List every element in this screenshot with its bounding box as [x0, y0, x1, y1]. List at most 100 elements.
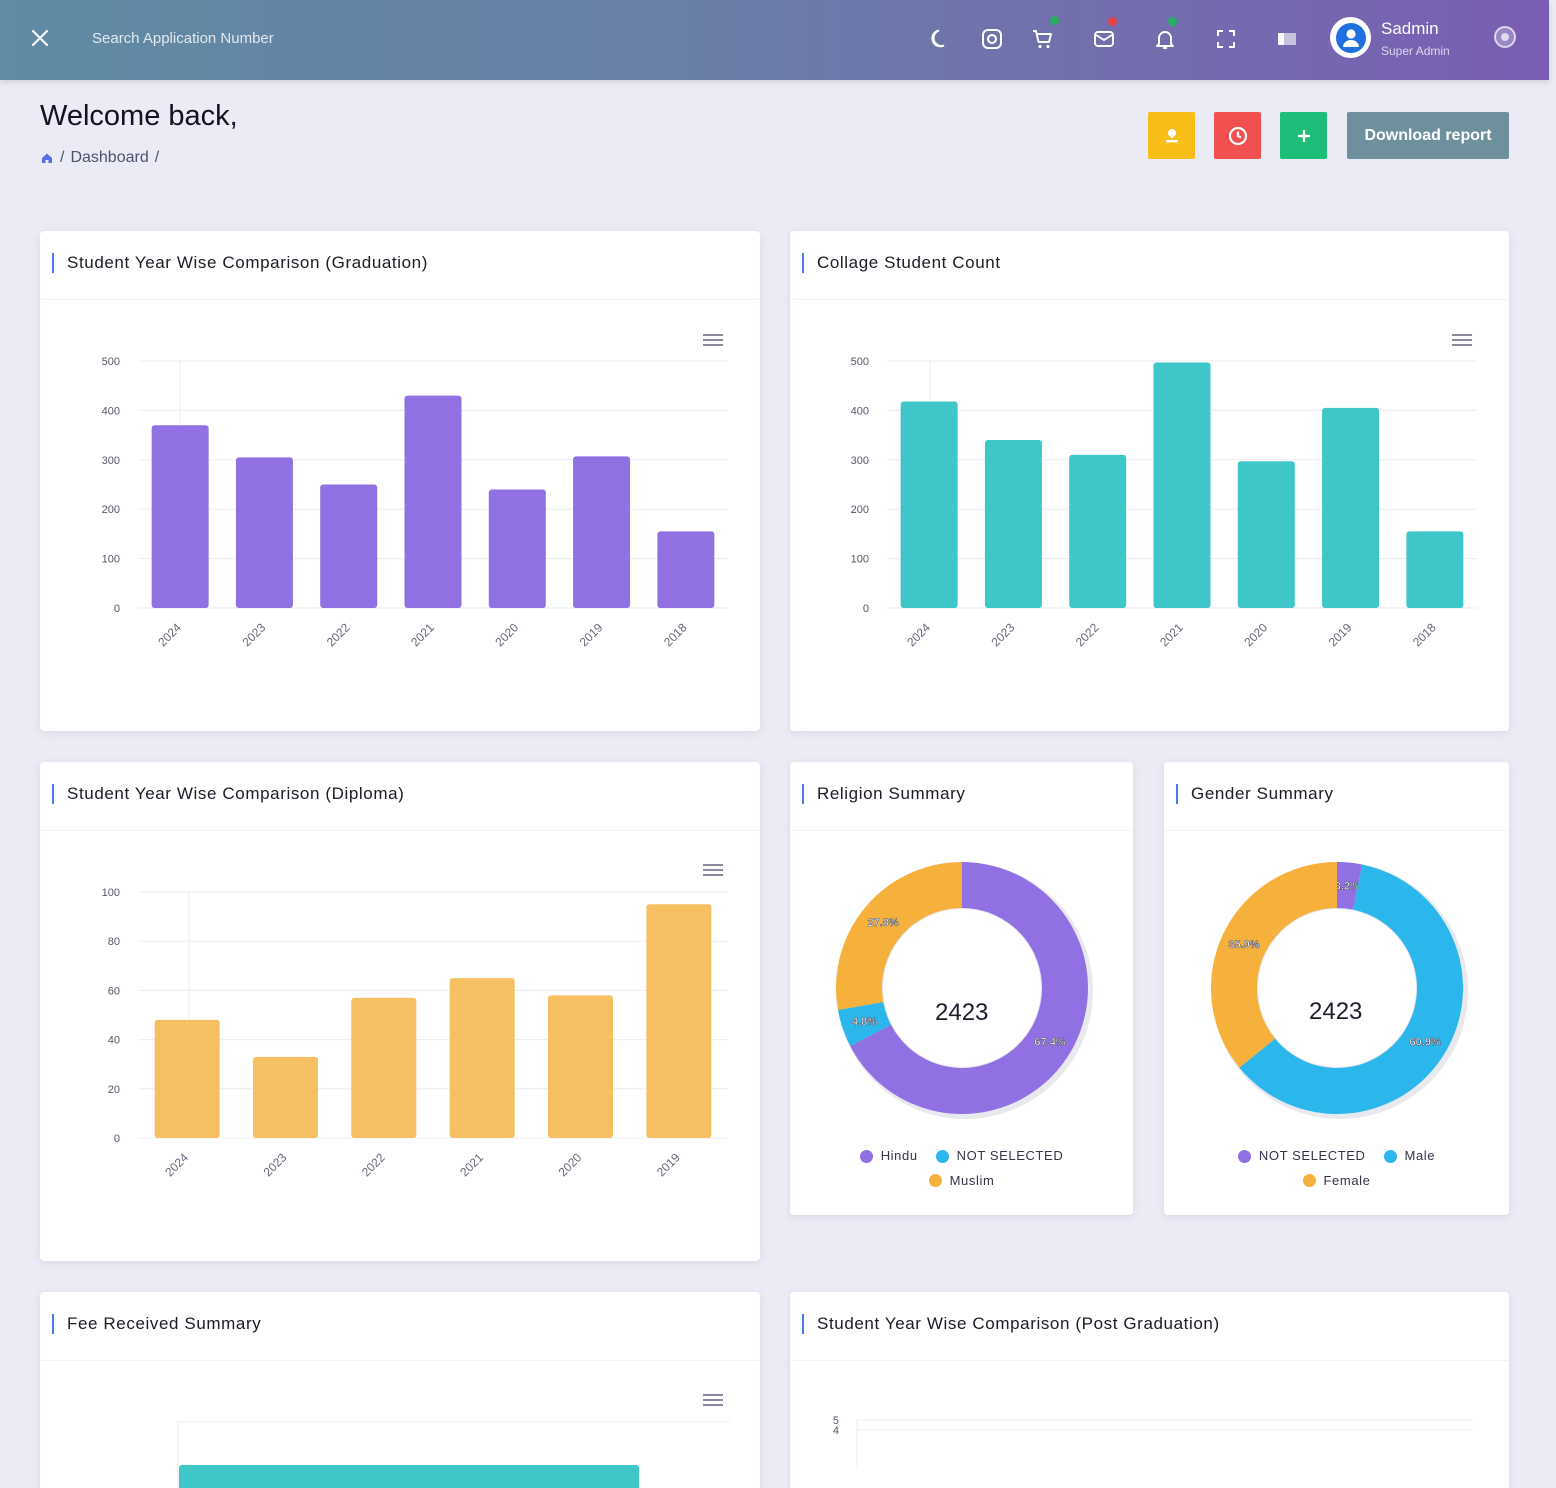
legend-dot — [1237, 1149, 1251, 1163]
legend-item[interactable]: Muslim — [928, 1170, 995, 1192]
legend-label: Female — [1323, 1172, 1371, 1188]
bar — [253, 1056, 318, 1138]
card-title: Gender Summary — [1176, 784, 1334, 804]
breadcrumb: / Dashboard / — [40, 149, 159, 167]
chart-menu-icon[interactable] — [1452, 334, 1472, 348]
bar — [646, 904, 712, 1138]
divider — [40, 1360, 760, 1361]
slice-label: 35.9% — [1228, 939, 1259, 951]
x-tick-label: 2020 — [492, 620, 521, 649]
y-tick-label: 0 — [863, 603, 869, 615]
divider — [40, 299, 760, 300]
upload-button[interactable] — [1148, 112, 1195, 159]
clock-button[interactable] — [1214, 112, 1261, 159]
download-report-button[interactable]: Download report — [1347, 112, 1509, 159]
y-tick-label: 300 — [102, 455, 120, 467]
bar — [154, 1019, 220, 1138]
y-tick-label: 40 — [108, 1035, 120, 1047]
cart-icon[interactable] — [1026, 16, 1060, 56]
bar — [488, 489, 546, 608]
divider — [40, 830, 760, 831]
add-button[interactable] — [1280, 112, 1327, 159]
legend-dot — [928, 1174, 942, 1187]
sidebar-toggle-icon[interactable] — [1270, 22, 1304, 56]
bell-icon[interactable] — [1148, 17, 1182, 56]
donut-slice — [850, 862, 1088, 1114]
bell-badge — [1168, 17, 1177, 26]
x-tick-label: 2023 — [261, 1150, 290, 1179]
religion-chart-card: Religion Summary 67.4% 4.8% 27.8% 2423 Hin… — [790, 762, 1133, 1215]
slice-label: 67.4% — [1034, 1037, 1065, 1049]
donut-slice — [1337, 862, 1363, 910]
y-tick-label: 300 — [851, 455, 869, 467]
x-tick-label: 2024 — [162, 1150, 191, 1179]
y-tick-label: 400 — [851, 405, 869, 417]
user-role: Super Admin — [1381, 44, 1450, 58]
x-tick-label: 2020 — [556, 1150, 585, 1179]
gender-donut-chart: 3.2% 60.9% 35.9% — [1211, 862, 1468, 1119]
college-chart-card: Collage Student Count 0 100 200 300 400 500 20… — [790, 231, 1509, 731]
mail-icon[interactable] — [1087, 17, 1121, 56]
x-tick-label: 2024 — [155, 620, 184, 649]
top-header: Sadmin Super Admin — [0, 0, 1549, 80]
bar — [351, 997, 417, 1138]
breadcrumb-dashboard[interactable]: Dashboard — [70, 149, 149, 166]
religion-total: 2423 — [935, 999, 989, 1026]
legend-item[interactable]: NOT SELECTED — [1237, 1145, 1366, 1167]
search-input[interactable] — [92, 22, 422, 54]
close-icon[interactable] — [24, 22, 56, 54]
plus-icon — [1297, 129, 1310, 142]
avatar[interactable] — [1330, 17, 1371, 58]
bar — [320, 484, 378, 608]
bar — [1406, 531, 1464, 608]
card-title: Fee Received Summary — [52, 1314, 261, 1334]
x-tick-label: 2022 — [324, 620, 353, 649]
y-tick-label: 80 — [108, 936, 120, 948]
card-title: Religion Summary — [802, 784, 965, 804]
chart-menu-icon[interactable] — [703, 1394, 723, 1408]
x-tick-label: 2023 — [240, 620, 269, 649]
legend-label: NOT SELECTED — [956, 1148, 1064, 1163]
chart-menu-icon[interactable] — [703, 864, 723, 878]
donut-slice — [836, 862, 962, 1011]
x-tick-label: 2020 — [1241, 620, 1270, 649]
camera-icon[interactable] — [975, 22, 1009, 56]
home-icon[interactable] — [40, 151, 54, 165]
donut-hole — [883, 909, 1041, 1067]
gender-legend: NOT SELECTED Male Female — [1164, 1145, 1509, 1194]
moon-icon[interactable] — [923, 22, 957, 56]
chart-menu-icon[interactable] — [703, 334, 723, 348]
legend-label: Male — [1404, 1148, 1436, 1163]
slice-label: 27.8% — [867, 917, 898, 929]
card-title: Collage Student Count — [802, 253, 1001, 273]
legend-item[interactable]: Male — [1383, 1145, 1436, 1167]
x-tick-label: 2021 — [457, 1150, 486, 1179]
postgrad-bar-chart: 45 — [833, 1415, 1473, 1470]
x-tick-label: 2021 — [408, 620, 437, 649]
fee-bar — [179, 1465, 639, 1488]
legend-item[interactable]: Hindu — [859, 1145, 918, 1167]
religion-legend: Hindu NOT SELECTED Muslim — [790, 1145, 1133, 1194]
divider — [790, 830, 1133, 831]
y-tick-label: 500 — [851, 356, 869, 368]
religion-donut-chart: 67.4% 4.8% 27.8% — [836, 862, 1093, 1119]
y-tick-label: 20 — [108, 1084, 120, 1096]
mail-badge — [1108, 17, 1117, 26]
x-tick-label: 2024 — [904, 620, 933, 649]
y-tick-label: 0 — [114, 1133, 120, 1145]
user-name[interactable]: Sadmin — [1381, 19, 1439, 38]
cart-badge — [1050, 16, 1059, 25]
donut-hole — [1258, 909, 1416, 1067]
legend-item[interactable]: NOT SELECTED — [935, 1145, 1064, 1167]
bar — [548, 995, 613, 1138]
fullscreen-icon[interactable] — [1209, 22, 1243, 56]
y-tick-label: 200 — [102, 504, 120, 516]
gear-icon[interactable] — [1490, 22, 1520, 52]
x-tick-label: 2022 — [359, 1150, 388, 1179]
y-tick-label: 5 — [833, 1415, 839, 1427]
clock-icon — [1228, 126, 1247, 145]
postgrad-chart-card: Student Year Wise Comparison (Post Gradu… — [790, 1292, 1509, 1488]
y-tick-label: 200 — [851, 504, 869, 516]
legend-item[interactable]: Female — [1302, 1170, 1371, 1192]
y-tick-label: 100 — [102, 554, 120, 566]
